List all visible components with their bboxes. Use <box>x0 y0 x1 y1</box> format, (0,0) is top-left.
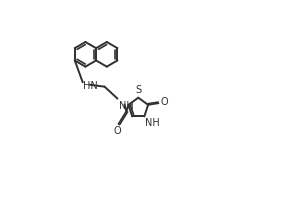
Text: O: O <box>113 126 121 136</box>
Text: NH: NH <box>119 101 134 111</box>
Text: S: S <box>135 85 141 95</box>
Text: NH: NH <box>146 118 160 128</box>
Text: HN: HN <box>83 81 98 91</box>
Text: O: O <box>160 97 168 107</box>
